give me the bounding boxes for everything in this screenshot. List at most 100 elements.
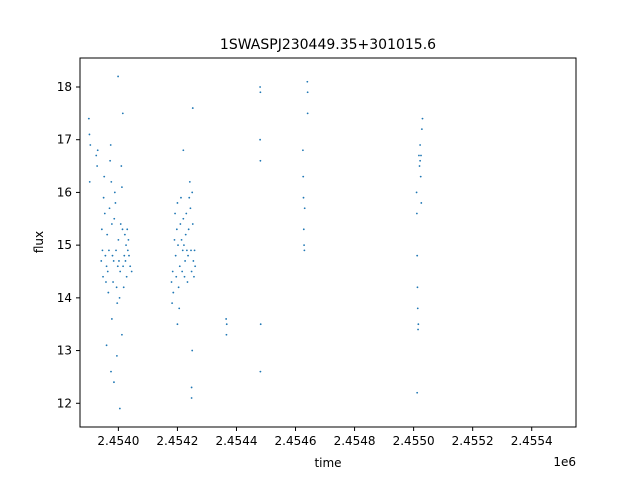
data-point [123, 233, 126, 236]
data-point [172, 291, 175, 294]
data-point [171, 270, 174, 273]
data-point [191, 349, 194, 352]
x-tick-label: 2.4542 [156, 434, 198, 448]
data-point [118, 296, 121, 299]
data-point [114, 202, 117, 204]
data-point [418, 154, 420, 157]
data-point [182, 149, 185, 152]
data-point [113, 191, 116, 194]
data-point [124, 260, 127, 262]
data-point [105, 265, 108, 268]
data-point [225, 318, 228, 320]
data-point [110, 370, 112, 373]
data-point [116, 302, 119, 305]
x-axis-label: time [314, 456, 341, 470]
data-point [420, 128, 423, 131]
data-point [100, 228, 103, 231]
data-point [416, 391, 419, 394]
data-point [259, 370, 262, 373]
data-point [419, 159, 422, 162]
data-point [174, 212, 176, 215]
data-point [190, 270, 193, 273]
data-point [106, 233, 109, 236]
data-point [174, 254, 177, 257]
data-point [112, 281, 114, 283]
data-point [302, 196, 305, 199]
data-point [116, 354, 118, 357]
data-point [416, 254, 419, 257]
data-point [96, 149, 99, 152]
data-point [118, 260, 120, 262]
data-point [96, 165, 99, 167]
x-axis: 2.4540 2.4542 2.4544 2.4546 2.4548 2.4550 2.45… [97, 427, 553, 448]
y-tick-label: 17 [57, 133, 72, 147]
data-point [186, 281, 189, 283]
data-point [421, 117, 424, 120]
data-point [259, 91, 262, 94]
data-point [180, 238, 183, 241]
plot-frame [79, 57, 577, 428]
data-point [191, 223, 194, 225]
data-point [306, 91, 309, 94]
data-point [119, 223, 122, 225]
data-point [179, 223, 182, 225]
data-point [193, 249, 196, 252]
data-point [416, 286, 419, 289]
data-point [176, 202, 179, 204]
data-point [125, 275, 128, 278]
data-point [190, 249, 192, 252]
data-point [100, 260, 103, 262]
data-point [185, 249, 188, 252]
y-tick-label: 18 [57, 80, 72, 94]
data-point [110, 318, 113, 320]
data-point [303, 249, 306, 252]
data-point [306, 112, 309, 115]
data-point [125, 244, 127, 247]
data-point [122, 286, 125, 289]
data-point [176, 323, 179, 326]
x-axis-offset-label: 1e6 [553, 455, 576, 469]
data-point [126, 228, 129, 231]
data-point [175, 228, 178, 231]
data-point [173, 238, 176, 241]
data-point [180, 196, 182, 199]
data-point [88, 180, 91, 183]
y-axis: 12 13 14 15 16 17 18 [57, 80, 80, 410]
x-tick-label: 2.4554 [511, 434, 553, 448]
data-point [302, 149, 304, 152]
data-point [170, 281, 173, 283]
data-point [127, 238, 130, 241]
chart-title: 1SWASPJ230449.35+301015.6 [220, 37, 436, 53]
data-point [87, 117, 90, 120]
data-point [89, 144, 92, 146]
x-tick-label: 2.4550 [393, 434, 435, 448]
x-tick-label: 2.4548 [334, 434, 376, 448]
data-point [171, 302, 174, 305]
data-point [303, 244, 305, 247]
data-point [189, 207, 192, 210]
data-point [116, 265, 119, 268]
data-point [120, 165, 123, 167]
data-point [178, 307, 181, 310]
x-tick-label: 2.4544 [215, 434, 257, 448]
data-point [184, 260, 187, 262]
y-tick-label: 16 [57, 185, 72, 199]
data-point [181, 270, 184, 273]
data-point [181, 249, 184, 252]
data-point [121, 228, 124, 231]
data-point [306, 80, 309, 83]
x-tick-label: 2.4552 [452, 434, 494, 448]
data-point [121, 112, 124, 115]
data-point [121, 186, 123, 189]
data-point [188, 180, 191, 183]
data-point [110, 223, 113, 225]
data-point [193, 275, 195, 278]
data-point [88, 133, 91, 136]
y-tick-label: 14 [57, 291, 72, 305]
data-point [129, 265, 132, 268]
y-tick-label: 13 [57, 344, 72, 358]
data-point [105, 344, 108, 347]
data-point [113, 217, 116, 220]
data-point [419, 175, 422, 178]
